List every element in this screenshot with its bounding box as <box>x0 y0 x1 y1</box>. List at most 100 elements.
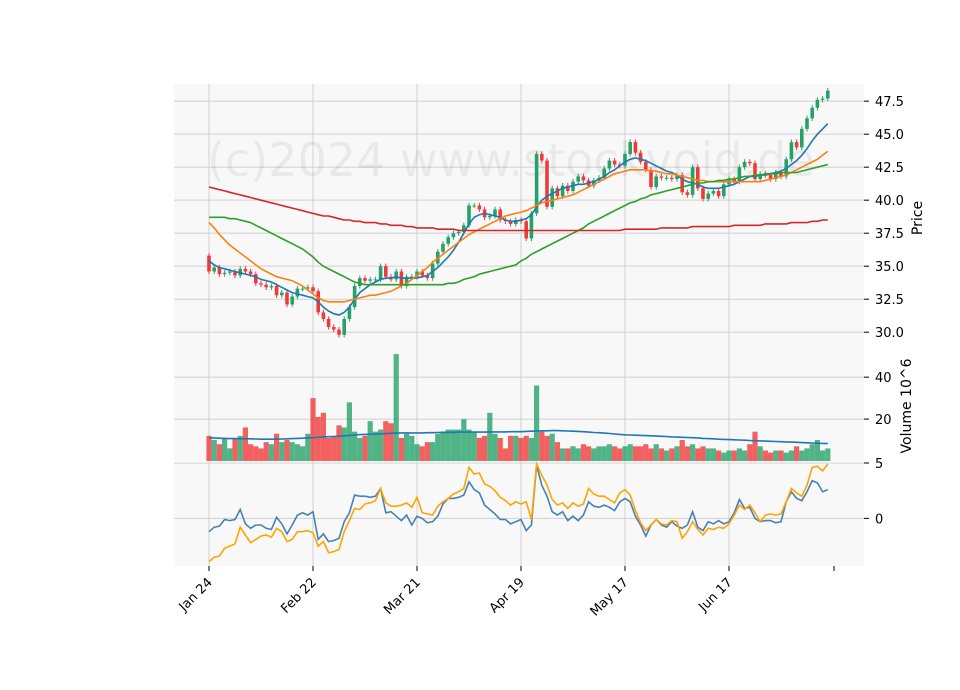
volume-bar <box>658 448 664 461</box>
volume-bar <box>794 446 800 461</box>
candle-body <box>274 285 279 296</box>
candle-body <box>207 255 211 272</box>
candle-body <box>675 175 679 180</box>
candle-body <box>758 173 762 180</box>
volume-bar <box>622 446 628 461</box>
candle-body <box>529 213 534 239</box>
candle-body <box>555 188 560 197</box>
volume-bar <box>518 437 524 461</box>
candle-body <box>425 275 430 279</box>
volume-bar <box>398 437 404 461</box>
volume-bar <box>690 444 696 461</box>
volume-bar <box>424 442 430 461</box>
volume-bar <box>747 444 753 461</box>
volume-bar <box>773 450 779 461</box>
volume-bar <box>710 448 716 461</box>
candle-body <box>800 128 804 148</box>
volume-bar <box>216 444 222 461</box>
volume-bar <box>461 419 467 461</box>
candle-body <box>732 179 736 182</box>
candle-body <box>659 176 664 178</box>
candle-body <box>534 153 539 214</box>
candle-body <box>508 221 513 224</box>
volume-bar <box>294 444 300 461</box>
volume-bar <box>300 446 306 461</box>
candle-body <box>259 283 263 285</box>
candle-body <box>774 172 778 180</box>
price-axis-title: Price <box>910 201 926 235</box>
volume-bar <box>237 435 243 461</box>
volume-bar <box>799 450 805 461</box>
volume-bar <box>456 429 462 461</box>
y-tick-label: 40.0 <box>875 194 904 209</box>
candle-body <box>623 153 627 166</box>
volume-bar <box>601 446 607 461</box>
candle-body <box>685 192 690 195</box>
volume-bar <box>305 433 311 461</box>
volume-bar <box>409 435 415 461</box>
volume-bar <box>284 440 290 461</box>
candle-body <box>779 172 783 177</box>
candle-body <box>420 271 424 276</box>
volume-bar <box>560 448 566 461</box>
volume-bar <box>736 448 742 461</box>
volume-plot <box>206 354 831 461</box>
candle-body <box>716 190 721 197</box>
indicator-line <box>208 464 829 543</box>
candle-body <box>737 167 742 182</box>
volume-bar <box>476 437 482 461</box>
candle-body <box>560 185 565 197</box>
volume-bar <box>606 444 612 461</box>
candle-body <box>545 160 549 207</box>
volume-bar <box>388 423 394 461</box>
volume-bar <box>700 446 706 461</box>
volume-bar <box>742 450 748 461</box>
volume-bar <box>565 448 571 461</box>
candle-body <box>768 175 773 180</box>
x-tick-label: Feb 22 <box>278 575 320 617</box>
x-tick-label: May 17 <box>588 575 632 619</box>
volume-bar <box>492 433 498 461</box>
volume-bar <box>482 435 488 461</box>
price-panel <box>174 84 864 352</box>
volume-bar <box>632 446 638 461</box>
candle-body <box>285 292 289 305</box>
volume-bar <box>279 442 285 461</box>
candle-body <box>592 180 596 186</box>
y-tick-label: 45.0 <box>875 128 904 143</box>
candle-body <box>612 160 617 165</box>
candle-body <box>280 292 284 296</box>
volume-bar <box>248 444 254 461</box>
volume-bar <box>554 442 560 461</box>
moving-average-line <box>208 123 829 316</box>
y-tick-label: 0 <box>875 512 883 527</box>
candle-body <box>649 169 653 187</box>
volume-bar <box>242 427 248 461</box>
volume-bar <box>336 425 342 461</box>
volume-bar <box>814 440 820 461</box>
candle-body <box>815 99 820 108</box>
volume-bar <box>466 429 472 461</box>
volume-bar <box>539 431 545 461</box>
candle-body <box>680 175 684 193</box>
candle-body <box>451 233 456 238</box>
candle-body <box>711 190 716 194</box>
volume-bar <box>638 446 644 461</box>
candle-body <box>243 268 248 272</box>
watermark: (c)2024 www.stockvoid.de <box>207 133 815 187</box>
candle-body <box>248 271 253 275</box>
candle-body <box>748 161 752 164</box>
candle-body <box>233 271 237 276</box>
candle-body <box>290 296 294 305</box>
volume-bar <box>378 429 384 461</box>
volume-bar <box>669 448 675 461</box>
candle-body <box>384 266 388 277</box>
y-tick-label: 35.0 <box>875 260 904 275</box>
volume-bar <box>346 402 352 461</box>
candle-body <box>820 98 825 100</box>
volume-bar <box>617 448 623 461</box>
grid <box>174 84 864 566</box>
indicator-panel <box>174 463 864 566</box>
volume-bar <box>341 427 347 461</box>
